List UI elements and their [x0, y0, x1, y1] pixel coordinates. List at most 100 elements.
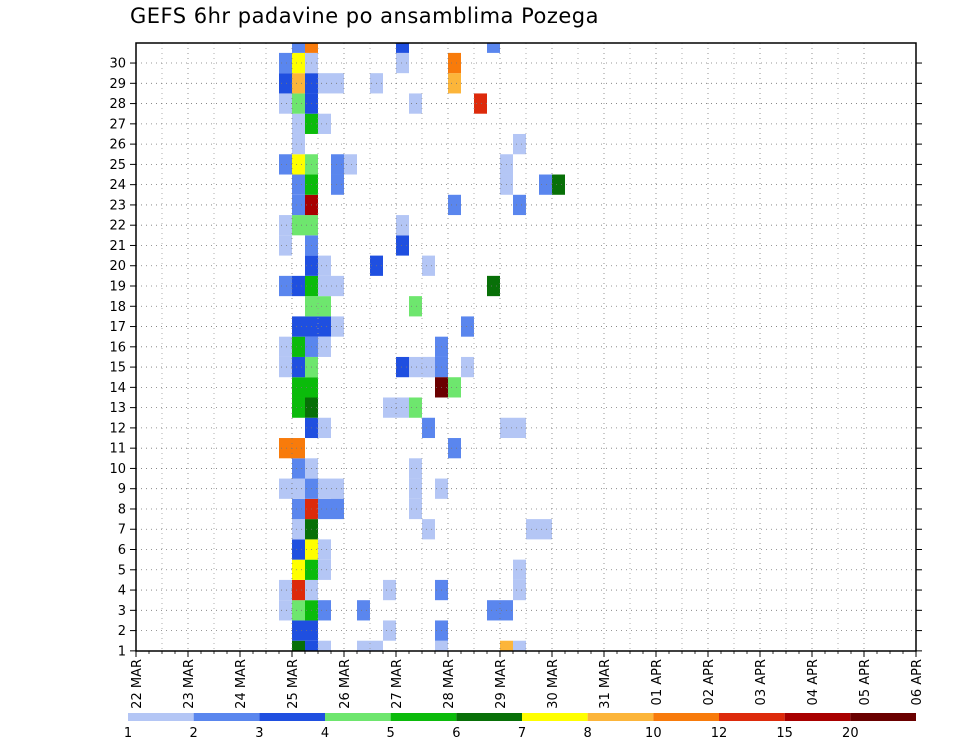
heatmap-cell [409, 478, 422, 499]
heatmap-cell [448, 194, 461, 216]
colorbar-swatch [522, 713, 588, 721]
x-tick-label: 03 APR [754, 659, 769, 705]
x-tick-label: 25 MAR [286, 659, 301, 709]
heatmap-cell [279, 336, 292, 357]
heatmap-cell [370, 640, 383, 651]
y-tick-label: 17 [109, 320, 126, 335]
heatmap-cell [539, 174, 552, 195]
y-tick-label: 21 [109, 239, 126, 254]
heatmap-cell [318, 275, 331, 297]
heatmap-cell [448, 377, 461, 398]
x-tick-label: 05 APR [858, 659, 873, 705]
heatmap-cell [461, 356, 474, 378]
colorbar-label: 15 [776, 726, 793, 741]
y-tick-label: 23 [109, 198, 126, 213]
colorbar-label: 3 [255, 726, 263, 741]
colorbar-swatch [850, 713, 916, 721]
heatmap-cell [487, 275, 500, 297]
heatmap-cell [292, 539, 305, 560]
y-tick-label: 30 [109, 57, 126, 72]
heatmap-cell [409, 397, 422, 418]
heatmap-cell [305, 43, 318, 53]
heatmap-cell [292, 275, 305, 297]
colorbar-label: 10 [645, 726, 662, 741]
heatmap-cell [292, 113, 305, 134]
heatmap-cell [279, 154, 292, 175]
heatmap-cell [279, 275, 292, 297]
colorbar-legend: 1 2 3 4 5 6 7 8 10 12 15 20 [124, 713, 916, 741]
heatmap-cell [292, 620, 305, 641]
y-tick-label: 7 [118, 523, 126, 538]
heatmap-cell [331, 316, 344, 337]
heatmap-cell [474, 93, 487, 114]
heatmap-cell [396, 235, 409, 256]
heatmap-cell [279, 93, 292, 114]
heatmap-cell [279, 356, 292, 378]
colorbar-swatch [390, 713, 457, 721]
heatmap-cell [318, 417, 331, 439]
heatmap-cell [318, 316, 331, 337]
y-tick-label: 3 [118, 604, 126, 619]
heatmap-cell [435, 640, 448, 651]
y-tick-label: 18 [109, 300, 126, 315]
x-tick-label: 02 APR [702, 659, 717, 705]
heatmap-cell [331, 498, 344, 520]
heatmap-cell [292, 43, 305, 53]
heatmap-cell [292, 73, 305, 94]
heatmap-cell [292, 93, 305, 114]
x-tick-label: 24 MAR [234, 659, 249, 709]
heatmap-cell [331, 174, 344, 195]
heatmap-cell [487, 600, 500, 621]
colorbar-label: 12 [711, 726, 728, 741]
heatmap-cell [513, 194, 526, 216]
heatmap-cell [513, 133, 526, 155]
y-tick-label: 20 [109, 259, 126, 274]
x-tick-label: 27 MAR [390, 659, 405, 709]
heatmap-cell [279, 235, 292, 256]
colorbar-label: 4 [321, 726, 329, 741]
heatmap-cell [292, 559, 305, 580]
colorbar-label: 6 [452, 726, 460, 741]
heatmap-cell [279, 579, 292, 601]
heatmap-cell [292, 133, 305, 155]
heatmap-cell [448, 52, 461, 74]
heatmap-cell [396, 52, 409, 74]
heatmap-cell [422, 255, 435, 276]
heatmap-cell [292, 194, 305, 216]
y-tick-label: 2 [118, 624, 126, 639]
y-axis: 1234567891011121314151617181920212223242… [109, 57, 922, 659]
colorbar-swatch [784, 713, 851, 721]
heatmap-cell [292, 215, 305, 236]
heatmap-cell [292, 397, 305, 418]
heatmap-cell [279, 478, 292, 499]
y-tick-label: 25 [109, 158, 126, 173]
heatmap-cell [396, 356, 409, 378]
colorbar-label: 7 [518, 726, 526, 741]
x-axis: 22 MAR 23 MAR 24 MAR 25 MAR 26 MAR 27 MAR 28 M… [130, 651, 925, 709]
heatmap-cell [396, 43, 409, 53]
heatmap-cell [422, 519, 435, 540]
heatmap-cell [292, 52, 305, 74]
heatmap-cell [292, 316, 305, 337]
heatmap-cell [318, 539, 331, 560]
heatmap-cell [357, 640, 370, 651]
heatmap-cell [292, 579, 305, 601]
heatmap-cell [409, 498, 422, 520]
colorbar-swatch [587, 713, 654, 721]
heatmap-cell [448, 438, 461, 459]
y-tick-label: 27 [109, 117, 126, 132]
heatmap-cell [539, 519, 552, 540]
y-tick-label: 9 [118, 482, 126, 497]
heatmap-cell [396, 215, 409, 236]
heatmap-cell [318, 255, 331, 276]
heatmap-cell [318, 113, 331, 134]
x-tick-label: 30 MAR [546, 659, 561, 709]
heatmap-cell [357, 600, 370, 621]
heatmap-cell [305, 640, 318, 651]
gridlines [136, 43, 916, 652]
colorbar-swatch [193, 713, 260, 721]
x-tick-label: 31 MAR [598, 659, 613, 709]
y-tick-label: 19 [109, 280, 126, 295]
heatmap-cell [331, 275, 344, 297]
heatmap-cell [292, 498, 305, 520]
